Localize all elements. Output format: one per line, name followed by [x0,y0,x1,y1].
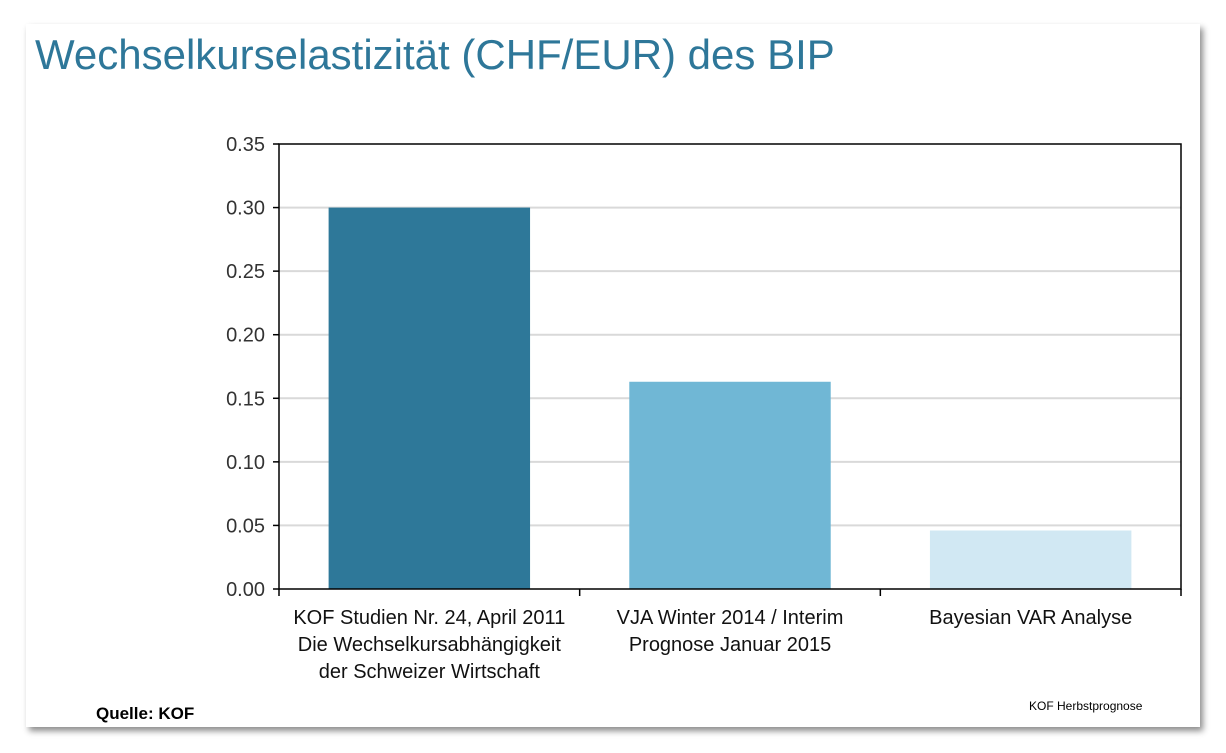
category-label: KOF Studien Nr. 24, April 2011 Die Wechse… [293,607,566,683]
plot-frame [278,143,1182,590]
bar-chart: 0.00 0.05 0.10 0.15 0.20 0.25 0.30 0.35 [226,134,1182,601]
slide-title: Wechselkurselastizität (CHF/EUR) des BIP [35,31,835,78]
y-tick-label: 0.10 [226,452,265,474]
bar-1 [328,207,531,590]
y-tick-label: 0.25 [226,261,265,283]
bar-2 [629,381,831,589]
y-tick-label: 0.15 [226,388,265,410]
source-note: Quelle: KOF [96,704,195,723]
bar-3 [929,530,1132,589]
footer-note: KOF Herbstprognose [1029,699,1143,713]
y-tick-label: 0.20 [226,325,265,347]
category-label: Bayesian VAR Analyse [929,607,1133,629]
y-tick-label: 0.35 [226,134,265,156]
y-tick-label: 0.30 [226,198,265,220]
y-tick-label: 0.05 [226,515,265,537]
y-tick-label: 0.00 [226,579,265,601]
category-label: VJA Winter 2014 / Interim Prognose Januar… [616,607,844,656]
slide: Wechselkurselastizität (CHF/EUR) des BIP… [26,24,1200,727]
